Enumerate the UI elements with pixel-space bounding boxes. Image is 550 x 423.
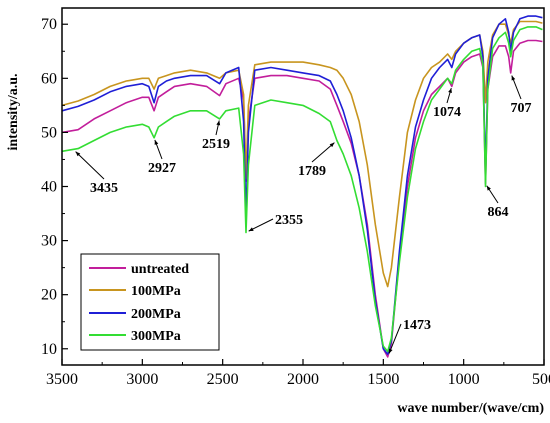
x-tick-label: 1500 bbox=[367, 371, 399, 388]
annotation-label-2355: 2355 bbox=[275, 213, 303, 228]
series-line-200mpa bbox=[61, 15, 543, 355]
annotation-label-2519: 2519 bbox=[202, 137, 230, 152]
y-tick-label: 60 bbox=[41, 70, 57, 87]
annotation-label-1074: 1074 bbox=[433, 105, 461, 120]
annotation-arrowhead bbox=[154, 139, 159, 145]
annotation-arrowhead bbox=[448, 88, 452, 94]
y-tick-label: 20 bbox=[41, 287, 57, 304]
legend: untreated 100MPa 200MPa 300MPa bbox=[80, 253, 220, 351]
legend-label-untreated: untreated bbox=[131, 262, 189, 277]
x-tick-label: 3500 bbox=[46, 371, 78, 388]
annotation-arrowhead bbox=[486, 185, 491, 191]
annotation-arrowhead bbox=[388, 348, 393, 354]
x-tick-label: 1000 bbox=[448, 371, 480, 388]
annotation-label-864: 864 bbox=[488, 205, 509, 220]
y-tick-label: 10 bbox=[41, 341, 57, 358]
annotation-arrow bbox=[75, 151, 105, 180]
y-tick-label: 50 bbox=[41, 124, 57, 141]
x-tick-label: 2500 bbox=[207, 371, 239, 388]
annotation-arrowhead bbox=[511, 75, 516, 81]
y-axis-title: intensity/a.u. bbox=[6, 73, 21, 150]
y-tick-label: 70 bbox=[41, 16, 57, 33]
annotation-label-3435: 3435 bbox=[90, 181, 118, 196]
annotation-label-1789: 1789 bbox=[298, 164, 326, 179]
series-layer bbox=[61, 15, 543, 358]
annotation-arrowhead bbox=[216, 120, 221, 126]
annotation-layer: 3435 2927 2519 2355 1789 1473 1074 864 707 bbox=[75, 75, 532, 354]
legend-label-100mpa: 100MPa bbox=[131, 284, 181, 299]
x-axis-title: wave number/(wave/cm) bbox=[397, 401, 544, 416]
annotation-arrowhead bbox=[75, 151, 81, 157]
legend-label-300mpa: 300MPa bbox=[131, 329, 181, 344]
y-tick-label: 30 bbox=[41, 233, 57, 250]
annotation-label-707: 707 bbox=[511, 101, 532, 116]
y-tick-label: 40 bbox=[41, 179, 57, 196]
annotation-arrowhead bbox=[329, 142, 335, 148]
annotation-arrowhead bbox=[248, 227, 254, 232]
series-line-300mpa bbox=[61, 26, 543, 353]
annotation-label-1473: 1473 bbox=[403, 318, 431, 333]
annotation-arrow bbox=[388, 323, 402, 354]
x-tick-label: 500 bbox=[532, 371, 550, 388]
x-tick-label: 3000 bbox=[126, 371, 158, 388]
annotation-arrow bbox=[311, 142, 335, 163]
legend-label-200mpa: 200MPa bbox=[131, 307, 181, 322]
annotation-label-2927: 2927 bbox=[148, 161, 176, 176]
x-tick-label: 2000 bbox=[287, 371, 319, 388]
series-line-100mpa bbox=[61, 20, 543, 288]
ticks-layer: 3500 3000 2500 2000 1500 1000 500 10 20 30 40 50 60 7… bbox=[41, 16, 550, 388]
